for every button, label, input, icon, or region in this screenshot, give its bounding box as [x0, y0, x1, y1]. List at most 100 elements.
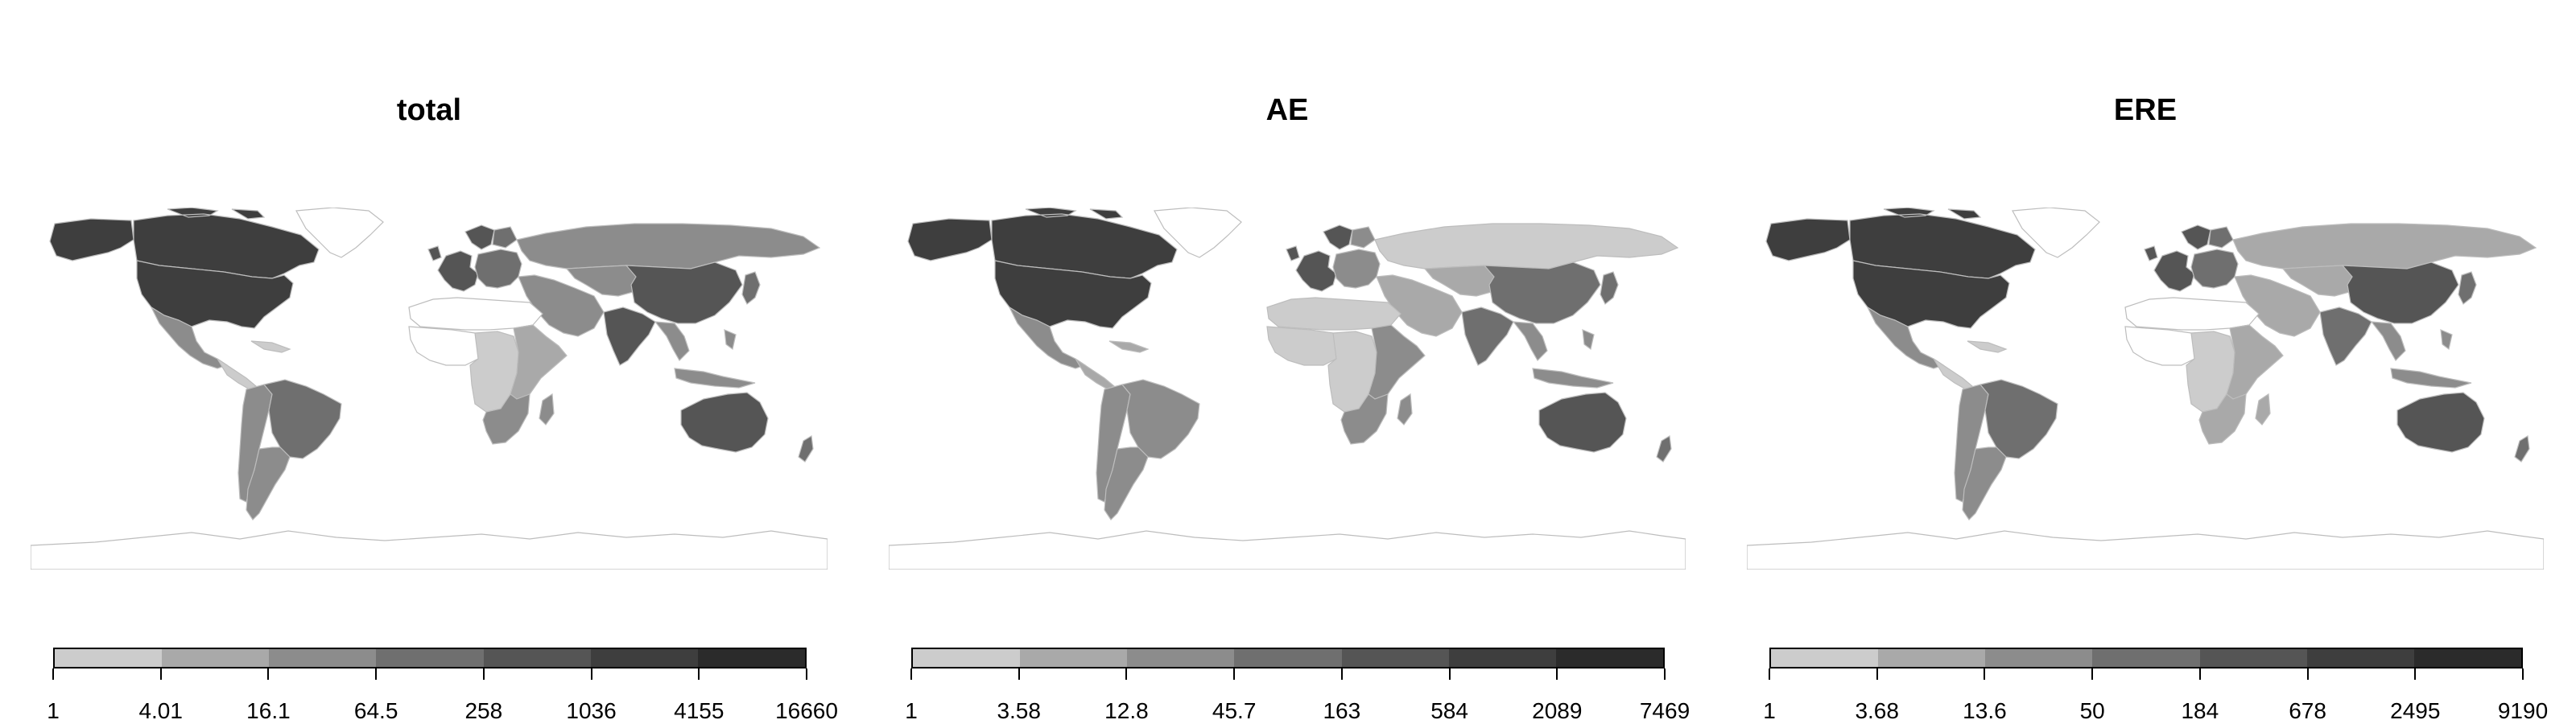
legend-tick — [1018, 668, 1020, 680]
legend-swatch-6 — [1555, 648, 1663, 668]
legend-swatch-3 — [376, 648, 484, 668]
legend-tick — [1233, 668, 1236, 680]
legend-break-label: 1 — [1763, 698, 1776, 723]
region-central-america — [1933, 340, 2008, 390]
legend-tick — [159, 668, 162, 680]
legend-break-label: 2495 — [2390, 698, 2441, 723]
legend-break-label: 1036 — [566, 698, 617, 723]
region-japan — [741, 271, 761, 305]
region-west-africa — [408, 326, 487, 366]
region-brazil — [1121, 379, 1200, 459]
legend-labels: 1 4.01 16.1 64.5 258 1036 4155 16660 — [47, 698, 838, 724]
legend-tick — [1876, 668, 1878, 680]
legend-swatch-2 — [269, 648, 377, 668]
legend-tick — [2198, 668, 2201, 680]
legend-swatch-0 — [55, 648, 163, 668]
region-southern-africa — [482, 393, 555, 445]
legend-swatch-3 — [2092, 648, 2200, 668]
region-east-africa — [1368, 324, 1426, 400]
legend-break-label: 2089 — [1532, 698, 1583, 723]
legend-swatch-5 — [1448, 648, 1556, 668]
region-west-africa — [1266, 326, 1345, 366]
legend-tick — [910, 668, 912, 680]
panel-title: ERE — [2113, 93, 2178, 127]
choropleth-svg — [889, 208, 1686, 570]
region-australia — [680, 392, 769, 453]
legend-break-label: 3.58 — [997, 698, 1041, 723]
legend-break-label: 13.6 — [1963, 698, 2007, 723]
legend-tick — [482, 668, 485, 680]
legend-tick — [1664, 668, 1666, 680]
legend-swatch-5 — [590, 648, 698, 668]
legend-tick — [1984, 668, 1986, 680]
legend-break-label: 4.01 — [138, 698, 183, 723]
region-new-zealand — [798, 435, 814, 463]
legend-swatch-0 — [913, 648, 1021, 668]
region-middle-east — [1376, 265, 1501, 337]
legend-break-label: 64.5 — [353, 698, 398, 723]
region-new-zealand — [1656, 435, 1672, 463]
legend-break-label: 678 — [2289, 698, 2326, 723]
region-australia — [1538, 392, 1627, 453]
legend-tick — [590, 668, 592, 680]
legend-tick — [267, 668, 270, 680]
legend-break-label: 1 — [905, 698, 918, 723]
legend-color-bar — [53, 648, 807, 668]
panel-title: total — [396, 93, 462, 127]
legend-tick — [2522, 668, 2524, 680]
region-brazil — [262, 379, 342, 459]
region-china — [1483, 261, 1601, 324]
region-north-africa — [2124, 297, 2260, 331]
region-india — [2319, 306, 2372, 366]
legend-break-label: 12.8 — [1104, 698, 1149, 723]
legend-swatch-2 — [1985, 648, 2093, 668]
legend-swatch-0 — [1771, 648, 1879, 668]
legend-tick — [806, 668, 807, 680]
legend-ticks — [910, 668, 1666, 680]
region-southern-africa — [2198, 393, 2271, 445]
region-antarctica — [889, 530, 1686, 570]
region-new-zealand — [2514, 435, 2530, 463]
legend-tick — [1448, 668, 1451, 680]
legend-swatch-1 — [1020, 648, 1128, 668]
region-russia — [516, 223, 821, 269]
region-russia — [2232, 223, 2537, 269]
legend-break-label: 163 — [1323, 698, 1361, 723]
legend-break-label: 1 — [47, 698, 60, 723]
legend-break-label: 3.68 — [1855, 698, 1899, 723]
legend-color-bar — [911, 648, 1665, 668]
legend-tick — [1340, 668, 1343, 680]
legend-tick — [1769, 668, 1770, 680]
region-antarctica — [1747, 530, 2544, 570]
legend-swatch-4 — [1341, 648, 1449, 668]
region-japan — [1600, 271, 1619, 305]
world-map — [31, 208, 828, 570]
region-australia — [2396, 392, 2485, 453]
map-panel-ae: AE 1 3.58 12.8 45.7 163 584 2089 7469 — [858, 0, 1716, 724]
region-japan — [2458, 271, 2477, 305]
legend-break-label: 184 — [2181, 698, 2219, 723]
legend-tick — [375, 668, 378, 680]
legend-break-label: 9190 — [2497, 698, 2549, 723]
legend-swatch-4 — [483, 648, 591, 668]
region-argentina — [1962, 446, 2007, 520]
region-southern-africa — [1340, 393, 1413, 445]
legend-tick — [2091, 668, 2094, 680]
legend-swatch-6 — [2413, 648, 2521, 668]
region-alaska — [49, 218, 134, 261]
region-southeast-asia — [1512, 321, 1614, 389]
world-map — [1747, 208, 2544, 570]
legend-swatch-5 — [2306, 648, 2414, 668]
region-east-africa — [2226, 324, 2284, 400]
legend-labels: 1 3.68 13.6 50 184 678 2495 9190 — [1763, 698, 2548, 724]
legend-swatch-3 — [1234, 648, 1342, 668]
region-north-africa — [1266, 297, 1402, 331]
region-greenland — [2012, 208, 2100, 258]
choropleth-svg — [1747, 208, 2544, 570]
region-greenland — [1154, 208, 1242, 258]
region-india — [1461, 306, 1514, 366]
choropleth-svg — [31, 208, 828, 570]
legend-ticks — [1769, 668, 2524, 680]
region-southeast-asia — [654, 321, 756, 389]
legend-break-label: 4155 — [674, 698, 724, 723]
